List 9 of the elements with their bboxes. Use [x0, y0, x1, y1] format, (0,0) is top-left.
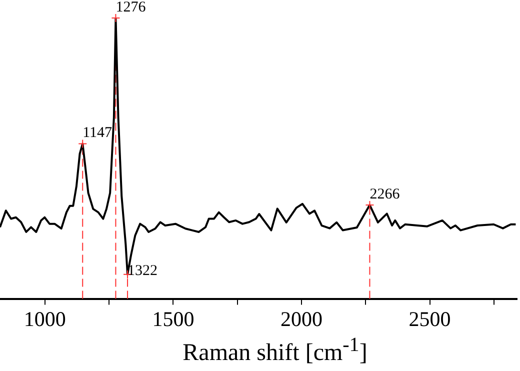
x-tick-label: 2000 [280, 306, 322, 331]
x-tick-label: 1000 [24, 306, 66, 331]
x-tick-label: 2500 [408, 306, 451, 331]
annotation: 2266 [370, 186, 400, 202]
annotation: 1276 [116, 0, 146, 16]
x-axis-title: Raman shift [cm$^{-1}$] [182, 334, 368, 367]
annotation: 1147 [82, 125, 113, 142]
x-tick-label: 1500 [152, 306, 194, 331]
annotation: 1322 [128, 262, 158, 279]
